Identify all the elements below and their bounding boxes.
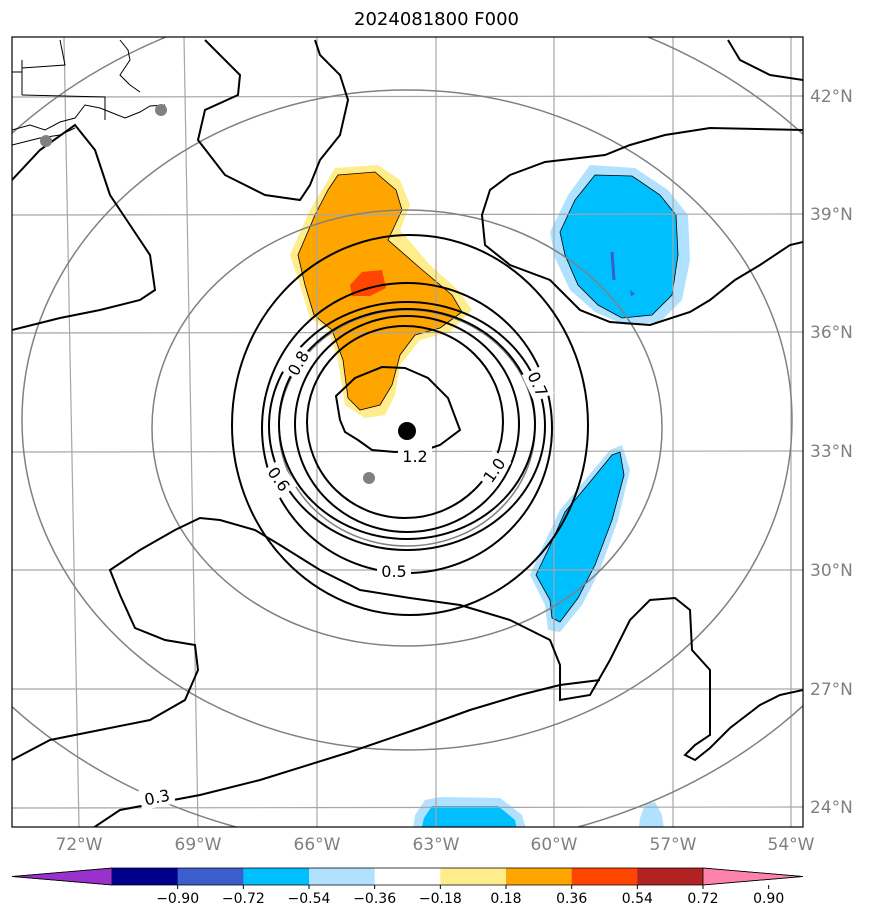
lat-label: 39°N [810, 205, 853, 225]
colorbar-segment [177, 868, 244, 885]
lat-label: 33°N [810, 442, 853, 462]
map-title: 2024081800 F000 [354, 9, 519, 30]
lat-label: 36°N [810, 323, 853, 343]
colorbar-tick-label: 0.90 [753, 891, 784, 907]
storm-center-dot [398, 422, 416, 440]
grey-station-dot-ne [155, 104, 167, 116]
colorbar-extend-high [702, 867, 804, 886]
lon-label: 72°W [56, 835, 103, 855]
positive-anomaly-shading [290, 165, 472, 418]
contour-label-0.5: 0.5 [381, 562, 406, 581]
latitude-labels: 42°N 39°N 36°N 33°N 30°N 27°N 24°N [810, 87, 853, 818]
colorbar-segment [506, 868, 573, 885]
colorbar-tick-label: 0.36 [556, 891, 587, 907]
lat-label: 30°N [810, 561, 853, 581]
colorbar-tick-label: 0.54 [622, 891, 653, 907]
lon-label: 69°W [175, 835, 222, 855]
colorbar-segment [440, 868, 507, 885]
lat-label: 24°N [810, 798, 853, 818]
coastline [12, 39, 166, 146]
colorbar-frame [11, 867, 804, 886]
contour-label-0.3: 0.3 [143, 786, 172, 810]
negative-anomaly-shading [413, 165, 690, 827]
lon-label: 66°W [294, 835, 341, 855]
map-frame [11, 36, 804, 828]
lon-label: 57°W [650, 835, 697, 855]
colorbar-extend-low [11, 867, 113, 886]
contour-labels: 0.8 0.7 1.2 1.0 0.6 0.5 0.3 [138, 344, 555, 811]
grey-station-dot [363, 472, 375, 484]
lon-label: 54°W [768, 835, 815, 855]
contour-lines [12, 39, 803, 827]
colorbar-tick-label: −0.18 [419, 891, 462, 907]
map-area: 0.8 0.7 1.2 1.0 0.6 0.5 0.3 [12, 37, 803, 827]
colorbar-segment [112, 868, 179, 885]
colorbar-segment [637, 868, 704, 885]
lon-label: 60°W [531, 835, 578, 855]
lat-label: 27°N [810, 680, 853, 700]
longitude-labels: 72°W 69°W 66°W 63°W 60°W 57°W 54°W [56, 835, 815, 855]
colorbar-tick-label: −0.54 [288, 891, 331, 907]
colorbar-tick-label: −0.90 [156, 891, 199, 907]
colorbar-tick-label: −0.72 [222, 891, 265, 907]
colorbar: −0.90 −0.72 −0.54 −0.36 −0.18 0.18 0.36 0.54 0.7… [11, 867, 804, 907]
lon-label: 63°W [413, 835, 460, 855]
colorbar-segment [571, 868, 638, 885]
colorbar-segment [309, 868, 376, 885]
colorbar-segment [243, 868, 310, 885]
colorbar-tick-label: 0.72 [687, 891, 718, 907]
colorbar-tick-label: −0.36 [353, 891, 396, 907]
colorbar-segment [374, 868, 441, 885]
contour-label-1.2: 1.2 [402, 447, 427, 466]
shading-outline [297, 171, 679, 623]
grey-station-dot-nw [40, 135, 52, 147]
colorbar-tick-label: 0.18 [490, 891, 521, 907]
lat-label: 42°N [810, 87, 853, 107]
